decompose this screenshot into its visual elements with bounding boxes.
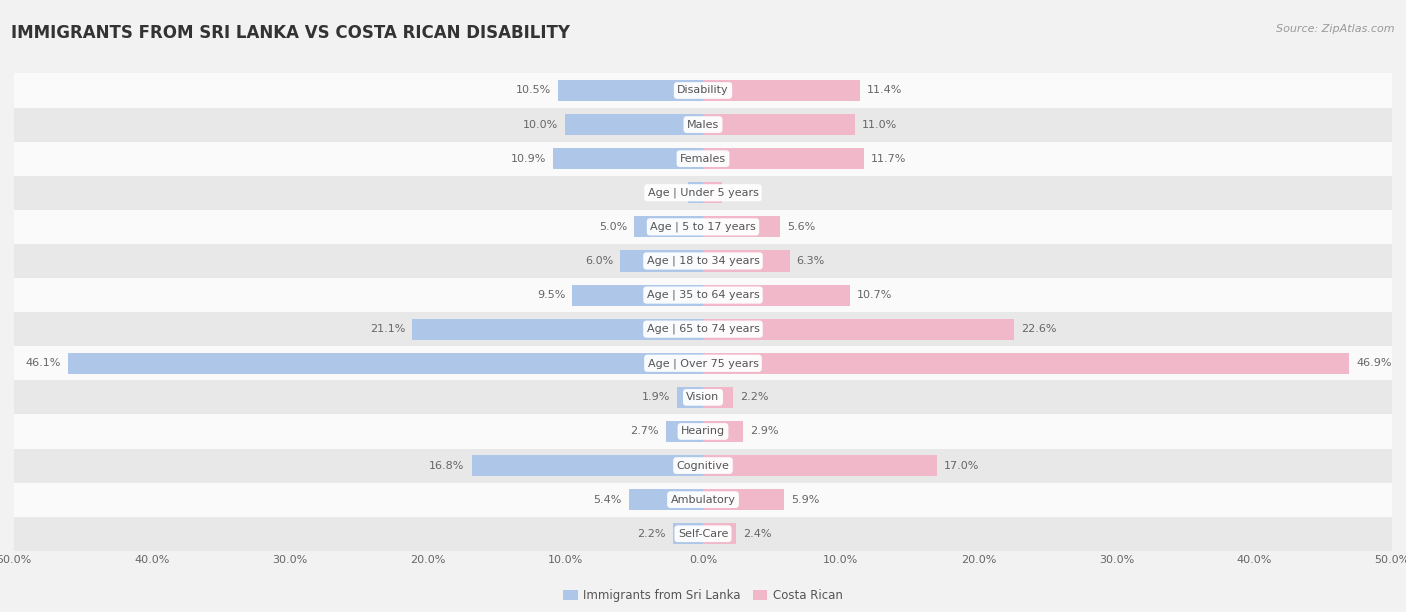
Text: Age | Under 5 years: Age | Under 5 years	[648, 187, 758, 198]
Bar	[553, 148, 703, 170]
Bar	[703, 285, 851, 305]
Bar	[14, 449, 1392, 483]
Text: Age | 35 to 64 years: Age | 35 to 64 years	[647, 290, 759, 300]
Text: Females: Females	[681, 154, 725, 163]
Bar	[572, 285, 703, 305]
Text: 16.8%: 16.8%	[429, 461, 464, 471]
Bar	[565, 114, 703, 135]
Bar	[628, 489, 703, 510]
Bar	[703, 182, 723, 203]
Bar	[703, 319, 1014, 340]
Bar	[14, 176, 1392, 210]
Bar	[14, 312, 1392, 346]
Text: 22.6%: 22.6%	[1021, 324, 1057, 334]
Text: Self-Care: Self-Care	[678, 529, 728, 539]
Bar	[666, 421, 703, 442]
Text: 17.0%: 17.0%	[945, 461, 980, 471]
Text: 10.7%: 10.7%	[858, 290, 893, 300]
Bar	[471, 455, 703, 476]
Bar	[14, 141, 1392, 176]
Text: Males: Males	[688, 119, 718, 130]
Text: 1.1%: 1.1%	[652, 188, 681, 198]
Bar	[703, 455, 938, 476]
Legend: Immigrants from Sri Lanka, Costa Rican: Immigrants from Sri Lanka, Costa Rican	[558, 584, 848, 607]
Bar	[703, 114, 855, 135]
Text: 10.9%: 10.9%	[510, 154, 546, 163]
Bar	[703, 250, 790, 272]
Bar	[558, 80, 703, 101]
Text: Hearing: Hearing	[681, 427, 725, 436]
Text: 9.5%: 9.5%	[537, 290, 565, 300]
Text: 2.2%: 2.2%	[740, 392, 769, 402]
Text: Age | 65 to 74 years: Age | 65 to 74 years	[647, 324, 759, 334]
Bar	[703, 80, 860, 101]
Text: 21.1%: 21.1%	[370, 324, 405, 334]
Bar	[67, 353, 703, 374]
Text: IMMIGRANTS FROM SRI LANKA VS COSTA RICAN DISABILITY: IMMIGRANTS FROM SRI LANKA VS COSTA RICAN…	[11, 24, 571, 42]
Bar	[672, 523, 703, 544]
Bar	[703, 216, 780, 237]
Bar	[703, 421, 742, 442]
Bar	[620, 250, 703, 272]
Bar	[14, 380, 1392, 414]
Text: 5.0%: 5.0%	[599, 222, 627, 232]
Text: 46.1%: 46.1%	[25, 358, 60, 368]
Bar	[703, 148, 865, 170]
Text: 6.3%: 6.3%	[797, 256, 825, 266]
Bar	[703, 489, 785, 510]
Text: Disability: Disability	[678, 86, 728, 95]
Text: 11.7%: 11.7%	[872, 154, 907, 163]
Text: Age | 18 to 34 years: Age | 18 to 34 years	[647, 256, 759, 266]
Bar	[14, 483, 1392, 517]
Text: 11.0%: 11.0%	[862, 119, 897, 130]
Bar	[14, 244, 1392, 278]
Text: Cognitive: Cognitive	[676, 461, 730, 471]
Bar	[14, 210, 1392, 244]
Bar	[14, 73, 1392, 108]
Text: 10.5%: 10.5%	[516, 86, 551, 95]
Text: Vision: Vision	[686, 392, 720, 402]
Text: Source: ZipAtlas.com: Source: ZipAtlas.com	[1277, 24, 1395, 34]
Text: 46.9%: 46.9%	[1357, 358, 1392, 368]
Bar	[703, 523, 737, 544]
Text: 5.9%: 5.9%	[792, 494, 820, 505]
Text: 1.9%: 1.9%	[641, 392, 669, 402]
Text: 1.4%: 1.4%	[730, 188, 758, 198]
Bar	[14, 414, 1392, 449]
Bar	[676, 387, 703, 408]
Bar	[14, 278, 1392, 312]
Text: 10.0%: 10.0%	[523, 119, 558, 130]
Text: Age | 5 to 17 years: Age | 5 to 17 years	[650, 222, 756, 232]
Bar	[703, 353, 1350, 374]
Bar	[412, 319, 703, 340]
Text: 6.0%: 6.0%	[585, 256, 613, 266]
Text: 11.4%: 11.4%	[868, 86, 903, 95]
Bar	[14, 346, 1392, 380]
Text: 5.6%: 5.6%	[787, 222, 815, 232]
Bar	[688, 182, 703, 203]
Text: 5.4%: 5.4%	[593, 494, 621, 505]
Text: Age | Over 75 years: Age | Over 75 years	[648, 358, 758, 368]
Bar	[703, 387, 734, 408]
Text: 2.7%: 2.7%	[630, 427, 659, 436]
Text: 2.4%: 2.4%	[742, 529, 772, 539]
Bar	[14, 517, 1392, 551]
Bar	[14, 108, 1392, 141]
Bar	[634, 216, 703, 237]
Text: Ambulatory: Ambulatory	[671, 494, 735, 505]
Text: 2.9%: 2.9%	[749, 427, 779, 436]
Text: 2.2%: 2.2%	[637, 529, 666, 539]
